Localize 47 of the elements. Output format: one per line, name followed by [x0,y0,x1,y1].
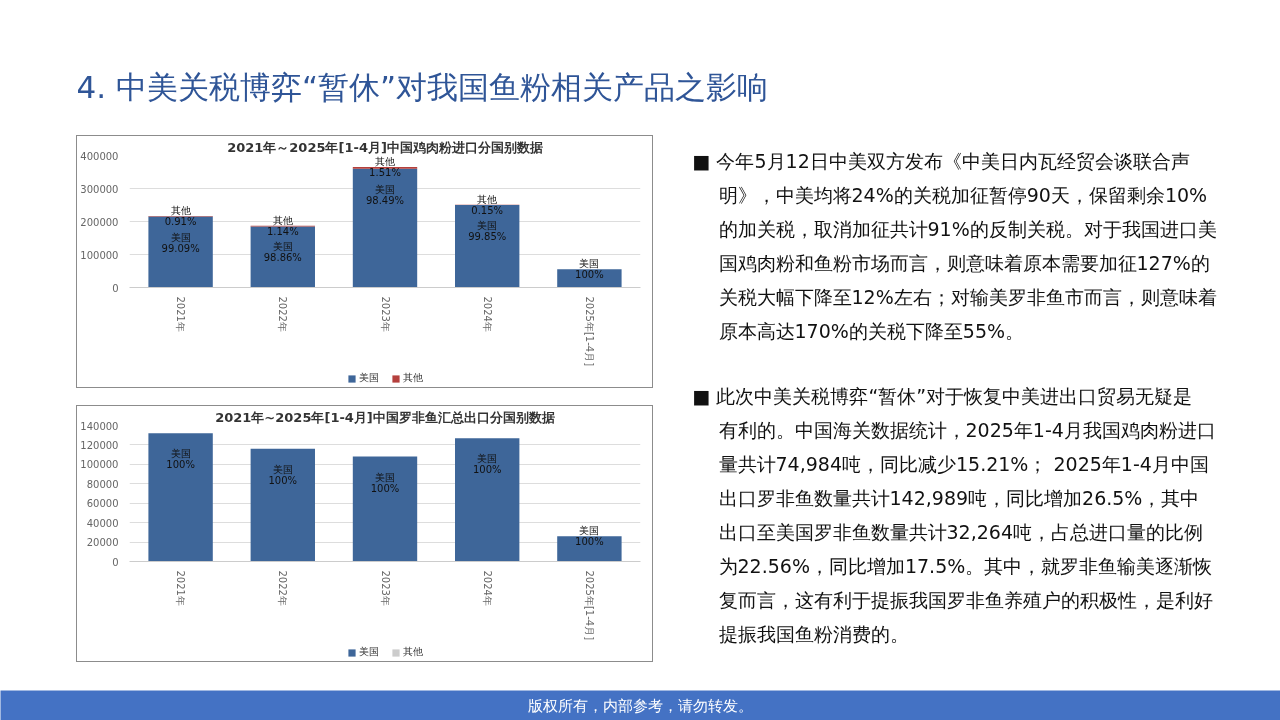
annotation: 美国 100% [472,453,502,476]
x-tick-label: 2023年 [379,296,391,332]
y-tick-label: 140000 [80,420,119,432]
annotation: 其他 1.51% [369,156,401,179]
y-tick-label: 300000 [80,183,119,195]
annotation: 美国 100% [575,258,604,281]
text: ■ 此次中美关税博弈“暂休”对于恢复中美进出口贸易无疑是有利的。中国海关数据统计，2025年1-4月我国鸡肉粉进口量共计74,984吨，同比减少15.21%； 2025年1-4月中国出口罗非鱼数量共计142,989吨，同比增加26.5%，其中出口至美国罗非鱼数量共计32,264吨，占总进口量的比例为22.56%，同比增加17.5%。其中，就罗非鱼输美逐渐恢复而言，这有利于提振我国罗非鱼养殖户的积极性，是利好提振我国鱼粉消费的。 [692,384,1216,645]
x-tick-label: 2022年 [277,296,289,332]
legend-label: 美国 [358,371,379,385]
x-tick-label: 2022年 [277,570,289,606]
annotation: 美国 100% [370,471,400,494]
x-tick-label: 2023年 [379,570,391,606]
y-tick-label: 60000 [86,498,119,510]
y-tick-label: 0 [112,556,119,568]
annotation: 其他 0.91% [164,204,197,227]
x-tick-label: 2021年 [175,296,187,332]
y-tick-label: 100000 [80,459,119,471]
x-tick-label: 2024年 [481,296,493,332]
annotation: 美国 99.09% [161,231,200,254]
y-tick-label: 120000 [80,439,119,451]
annotation: 其他 1.14% [266,214,299,237]
y-tick-label: 200000 [80,216,119,228]
legend-label: 其他 [402,371,423,385]
annotation: 美国 100% [166,448,195,471]
y-tick-label: 80000 [86,478,119,490]
y-tick-label: 400000 [80,150,119,162]
text: ■ 今年5月12日中美双方发布《中美日内瓦经贸会谈联合声明》，中美均将24%的关税加征暂停90天，保留剩余10%的加关税，取消加征共计91%的反制关税。对于我国进口美国鸡肉粉和鱼粉市场而言，则意味着原本需要加征127%的关税大幅下降至12%左右；对输美罗非鱼市而言，则意味着原本高达170%的关税下降至55%。 [692,149,1217,342]
x-tick-label: 2025年[1-4月] [583,570,595,641]
legend-label: 美国 [358,645,379,659]
annotation: 美国 98.86% [263,241,302,264]
chart-title: 2021年～2025年[1-4月]中国鸡肉粉进口分国别数据 [227,139,543,155]
text: 4. 中美关税博弈“暂休”对我国鱼粉相关产品之影响 [76,68,769,105]
chart-title: 2021年~2025年[1-4月]中国罗非鱼汇总出口分国别数据 [215,409,555,425]
y-tick-label: 20000 [86,537,119,549]
x-tick-label: 2025年[1-4月] [583,296,595,367]
y-tick-label: 100000 [80,249,119,261]
x-tick-label: 2024年 [481,570,493,606]
text: 版权所有，内部参考，请勿转发。 [528,696,753,715]
x-tick-label: 2021年 [175,570,187,606]
y-tick-label: 0 [112,282,119,294]
annotation: 美国 100% [575,525,604,548]
annotation: 美国 98.49% [365,183,405,206]
annotation: 其他 0.15% [471,193,504,216]
annotation: 美国 99.85% [468,220,507,242]
annotation: 美国 100% [268,463,298,486]
y-tick-label: 40000 [86,517,119,529]
legend-label: 其他 [402,645,423,659]
